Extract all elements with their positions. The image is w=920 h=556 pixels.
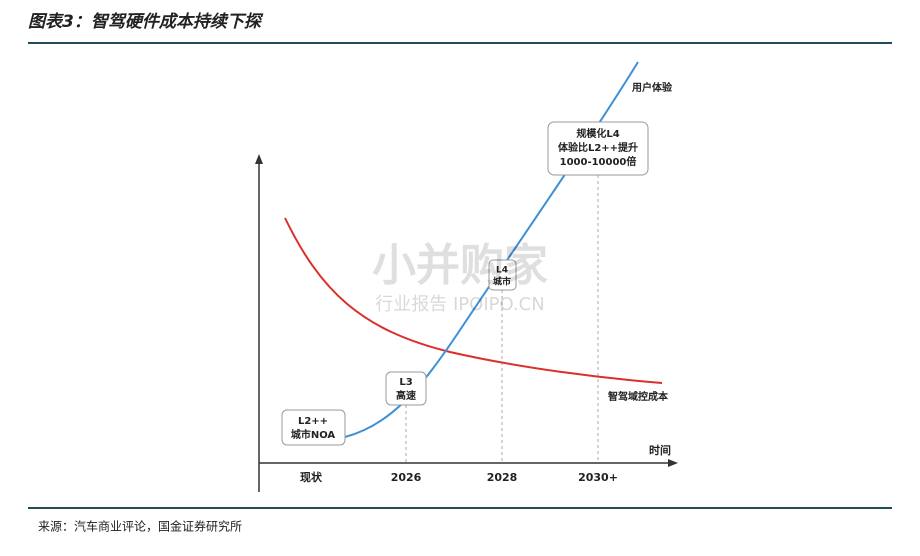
x-axis-title: 时间 bbox=[649, 443, 671, 457]
callout-box bbox=[385, 371, 427, 406]
callout-text: 城市NOA bbox=[291, 428, 336, 441]
callout-box bbox=[281, 409, 346, 446]
guides bbox=[405, 175, 599, 463]
x-label: 2028 bbox=[487, 471, 518, 484]
cost-curve bbox=[284, 217, 663, 384]
callout-box bbox=[547, 121, 649, 176]
callout-text: L4 bbox=[496, 266, 508, 276]
curve-label: 智驾域控成本 bbox=[608, 390, 669, 403]
x-label: 2030+ bbox=[578, 471, 618, 484]
callout-text: 城市 bbox=[493, 276, 511, 288]
y-arrow bbox=[255, 154, 263, 164]
x-label: 现状 bbox=[300, 470, 323, 484]
callout-text: 高速 bbox=[396, 389, 416, 402]
callout-text: L3 bbox=[399, 377, 412, 388]
watermark: 行业报告 IPOIPO.CN bbox=[375, 294, 544, 315]
curve-label: 用户体验 bbox=[631, 81, 673, 94]
source: 来源：汽车商业评论，国金证券研究所 bbox=[38, 519, 242, 534]
callout-text: 体验比L2++提升 bbox=[558, 141, 638, 154]
x-label: 2026 bbox=[391, 471, 422, 484]
callout-text: 规模化L4 bbox=[576, 127, 619, 140]
callout-text: 1000-10000倍 bbox=[560, 155, 637, 168]
callout-box bbox=[488, 259, 517, 291]
callout-text: L2++ bbox=[298, 416, 328, 427]
x-arrow bbox=[668, 459, 678, 467]
watermark: 小并购家 bbox=[372, 240, 548, 291]
title: 图表3：智驾硬件成本持续下探 bbox=[28, 12, 264, 32]
